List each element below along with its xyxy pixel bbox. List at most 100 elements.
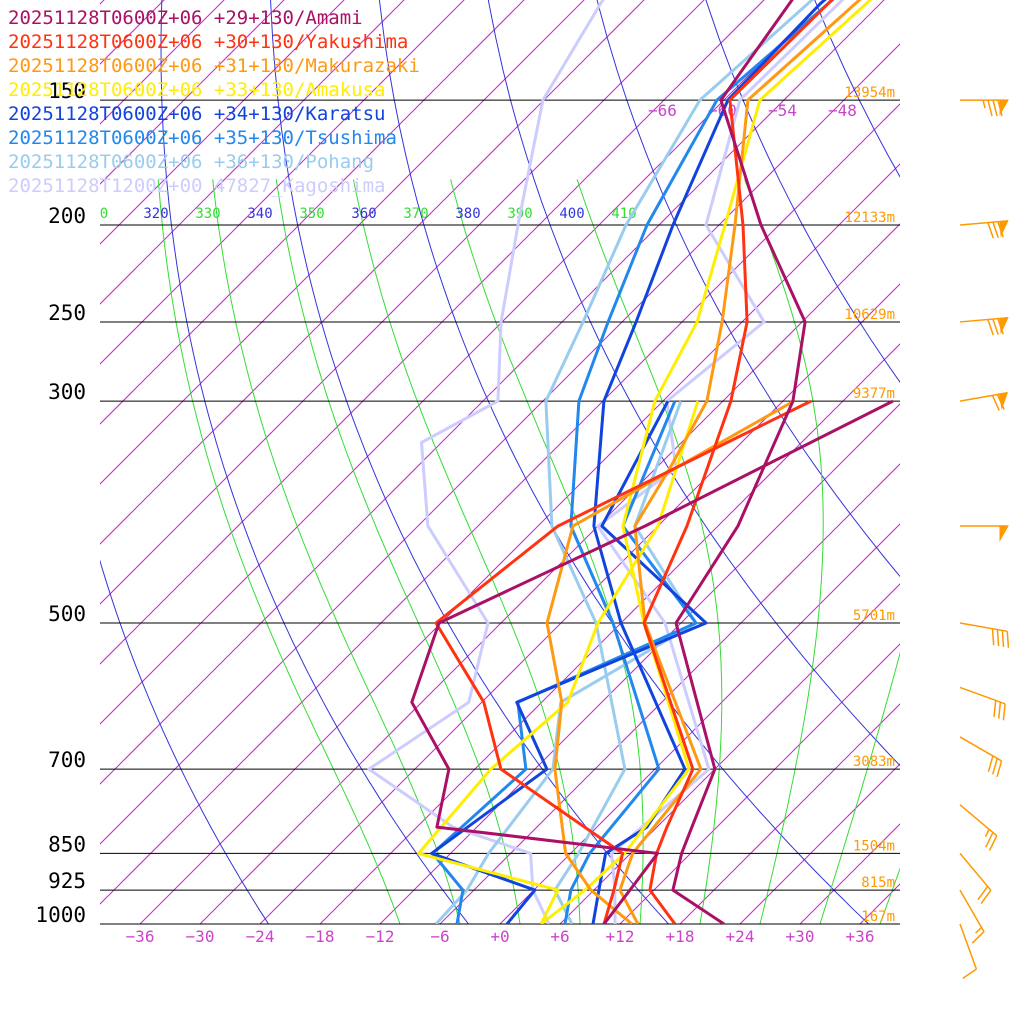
theta-label: 320: [143, 206, 168, 222]
theta-label: 380: [455, 206, 480, 222]
dewpoint-profile: [417, 400, 700, 924]
dewpoint-profile: [367, 0, 605, 924]
height-label: 815m: [861, 875, 895, 891]
isotherm-top-labels: −66 −60 −54 −48: [648, 101, 857, 120]
dry-adiabat-line: [160, 0, 470, 924]
legend-entry: 20251128T1200Z+00 47827_Kagoshima: [8, 175, 386, 197]
temperature-label: +30: [786, 927, 815, 946]
isotherm-top-label: −66: [648, 101, 677, 120]
legend-entry: 20251128T0600Z+06 +36+130/Pohang: [8, 151, 374, 173]
height-label: 12133m: [844, 210, 895, 226]
isotherm-line: [100, 0, 885, 785]
dewpoint-profile: [430, 400, 708, 924]
wind-barb: [959, 852, 992, 904]
moist-adiabat-line: [275, 179, 521, 924]
temperature-label: −18: [306, 927, 335, 946]
isotherm-line: [199, 223, 900, 924]
pressure-labels: 1001502002503005007008509251000: [35, 79, 86, 927]
temperature-label: +12: [606, 927, 635, 946]
dry-adiabat-line: [378, 0, 870, 924]
dry-adiabat-line: [814, 0, 900, 178]
dry-adiabat-line: [270, 0, 670, 924]
height-labels: 16411m13954m12133m10629m9377m5701m3083m1…: [844, 85, 895, 925]
pressure-label: 925: [48, 869, 86, 893]
dewpoint-profile: [410, 399, 894, 924]
temperature-label: +36: [846, 927, 875, 946]
pressure-label: 1000: [35, 903, 86, 927]
height-label: 13954m: [844, 85, 895, 101]
theta-label: 350: [299, 206, 324, 222]
dewpoint-profile: [545, 399, 795, 924]
isotherm-line: [100, 0, 825, 725]
pressure-label: 250: [48, 301, 86, 325]
dry-adiabat-line: [100, 559, 270, 924]
wind-barbs: [959, 99, 1010, 979]
height-label: 1504m: [853, 838, 895, 854]
theta-label: 360: [351, 206, 376, 222]
temperature-label: +6: [550, 927, 569, 946]
dry-adiabat-line: [705, 0, 900, 384]
temperature-label: −12: [366, 927, 395, 946]
dewpoint-profile: [434, 399, 812, 924]
theta-label: 400: [559, 206, 584, 222]
isotherm-top-label: −54: [768, 101, 797, 120]
theta-label: 0: [100, 206, 108, 222]
isotherm-line: [679, 703, 900, 924]
pressure-label: 850: [48, 832, 86, 856]
height-label: 3083m: [853, 754, 895, 770]
height-label: 10629m: [844, 307, 895, 323]
temperature-profile: [671, 0, 807, 924]
isotherm-line: [799, 823, 900, 924]
moist-adiabat-line: [352, 179, 581, 924]
temperature-profile: [540, 0, 873, 924]
moist-adiabat-line: [212, 179, 461, 924]
isobar-lines: [100, 99, 900, 925]
theta-labels: 0 320 330 340 350 360 370 380 390 400 410: [100, 206, 637, 222]
dry-adiabat-line: [596, 0, 900, 578]
wind-barb: [959, 889, 985, 944]
moist-adiabat-line: [879, 867, 900, 924]
theta-label: 340: [247, 206, 272, 222]
isotherm-line: [259, 283, 900, 924]
isotherm-line: [439, 463, 900, 924]
theta-label: 370: [403, 206, 428, 222]
temperature-label: −6: [430, 927, 449, 946]
temperature-label: +24: [726, 927, 755, 946]
isotherm-line: [859, 883, 900, 924]
wind-barb: [959, 392, 1009, 411]
legend-entry: 20251128T0600Z+06 +34+130/Karatsu: [8, 103, 386, 125]
isotherm-line: [100, 103, 900, 905]
temperature-label: −36: [126, 927, 155, 946]
isotherm-line: [100, 0, 525, 425]
temperature-label: +0: [490, 927, 509, 946]
wind-barb: [959, 736, 1003, 777]
pressure-label: 300: [48, 380, 86, 404]
wind-barb: [959, 622, 1010, 648]
pressure-label: 500: [48, 602, 86, 626]
dry-adiabat-line: [824, 0, 1024, 945]
height-label: 167m: [861, 909, 895, 925]
moist-adiabat-line: [157, 179, 401, 924]
pressure-label: 700: [48, 748, 86, 772]
wind-barb: [960, 525, 1009, 542]
isotherm-line: [319, 343, 900, 924]
moist-adiabat-line: [819, 651, 900, 924]
legend-entry: 20251128T0600Z+06 +35+130/Tsushima: [8, 127, 397, 149]
isotherm-lines: [100, 0, 900, 924]
legend-entry: 20251128T0600Z+06 +31+130/Makurazaki: [8, 55, 420, 77]
wind-barb: [959, 804, 998, 851]
theta-label: 330: [195, 206, 220, 222]
legend-entry: 20251128T0600Z+06 +30+130/Yakushima: [8, 31, 408, 53]
isotherm-line: [379, 403, 900, 924]
legend-entry: 20251128T0600Z+06 +33+130/Amakusa: [8, 79, 386, 101]
isotherm-line: [100, 0, 765, 665]
legend: 20251128T0600Z+06 +29+130/Amami20251128T…: [8, 7, 420, 197]
dry-adiabat-line: [914, 0, 1024, 945]
temperature-profile: [618, 0, 862, 924]
temperature-profile: [563, 0, 835, 924]
pressure-label: 200: [48, 204, 86, 228]
wind-barb: [960, 99, 1009, 117]
moist-adiabat-line: [450, 179, 644, 924]
isotherm-top-label: −48: [828, 101, 857, 120]
